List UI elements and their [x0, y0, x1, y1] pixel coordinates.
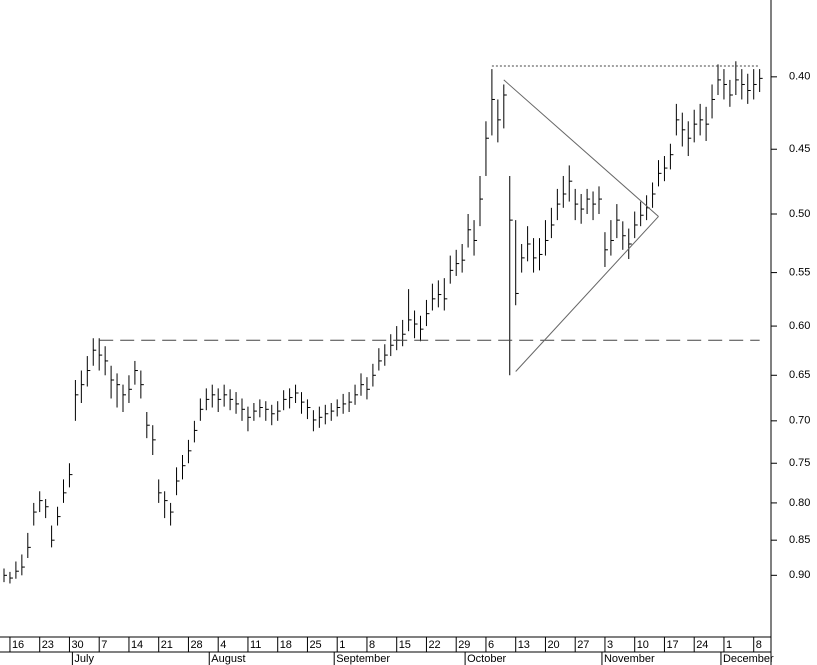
y-tick-label: 0.55 [789, 266, 810, 278]
x-tick-label: 13 [518, 639, 530, 651]
x-tick-label: 8 [756, 639, 762, 651]
x-tick-label: 23 [42, 639, 54, 651]
x-tick-label: 18 [280, 639, 292, 651]
month-label: September [336, 653, 390, 665]
x-tick-label: 1 [726, 639, 732, 651]
x-tick-label: 8 [369, 639, 375, 651]
x-tick-label: 30 [71, 639, 83, 651]
x-tick-label: 29 [458, 639, 470, 651]
y-tick-label: 0.90 [789, 569, 810, 581]
x-tick-label: 1 [339, 639, 345, 651]
x-tick-label: 25 [309, 639, 321, 651]
month-label: August [211, 653, 245, 665]
month-label: November [604, 653, 655, 665]
y-tick-label: 0.45 [789, 143, 810, 155]
x-tick-label: 20 [547, 639, 559, 651]
y-tick-label: 0.50 [789, 208, 810, 220]
trend-line [503, 79, 659, 217]
month-label: July [74, 653, 94, 665]
x-tick-label: 16 [12, 639, 24, 651]
x-tick-label: 4 [220, 639, 226, 651]
x-tick-label: 6 [488, 639, 494, 651]
x-tick-label: 17 [666, 639, 678, 651]
y-tick-label: 0.70 [789, 415, 810, 427]
x-tick-label: 22 [428, 639, 440, 651]
y-tick-label: 0.80 [789, 497, 810, 509]
y-tick-label: 0.60 [789, 320, 810, 332]
x-tick-label: 28 [190, 639, 202, 651]
x-tick-label: 24 [696, 639, 708, 651]
month-label: October [467, 653, 506, 665]
y-tick-label: 0.85 [789, 534, 810, 546]
x-tick-label: 14 [131, 639, 143, 651]
y-tick-label: 0.40 [789, 71, 810, 83]
x-tick-label: 27 [577, 639, 589, 651]
x-tick-label: 10 [637, 639, 649, 651]
x-tick-label: 11 [250, 639, 261, 651]
x-tick-label: 21 [161, 639, 173, 651]
y-tick-label: 0.65 [789, 369, 810, 381]
x-tick-label: 3 [607, 639, 613, 651]
month-label: December [723, 653, 774, 665]
x-tick-label: 7 [101, 639, 107, 651]
trend-line [515, 216, 659, 372]
y-tick-label: 0.75 [789, 457, 810, 469]
x-tick-label: 15 [399, 639, 411, 651]
